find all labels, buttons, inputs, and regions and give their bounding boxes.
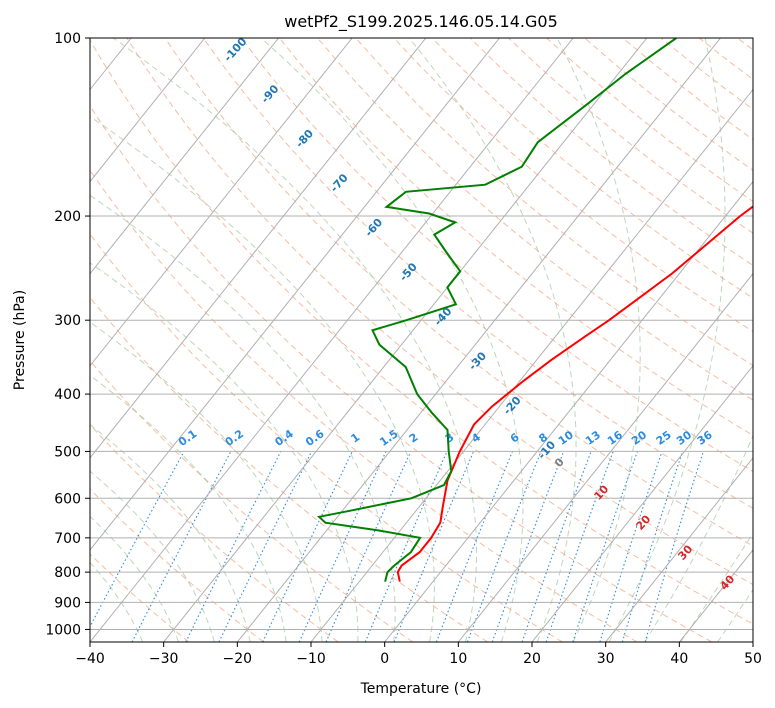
- y-tick-label: 600: [54, 491, 81, 507]
- x-tick-label: 0: [380, 651, 389, 667]
- y-tick-label: 100: [54, 31, 81, 47]
- x-tick-label: −40: [75, 651, 105, 667]
- isotherm-gridline: [90, 38, 500, 551]
- plot-area: -100-90-80-70-60-50-40-30-20-100.1 0.2 0.4…: [90, 38, 753, 642]
- x-tick-label: −20: [223, 651, 253, 667]
- y-tick-label: 400: [54, 387, 81, 403]
- isotherm-gridline: [90, 38, 353, 367]
- mixing-ratio-line: [621, 451, 684, 642]
- y-tick-label: 200: [54, 209, 81, 225]
- dry-adiabat: [317, 38, 753, 401]
- y-tick-label: 700: [54, 531, 81, 547]
- dry-adiabat: [90, 39, 753, 625]
- x-axis: −40 −30 −20 −10 0 10 20 30 40 50: [75, 642, 762, 667]
- mixing-ratio-line: [521, 451, 592, 642]
- isotherm-gridline: [236, 38, 721, 642]
- mixing-ratio-line: [545, 451, 614, 642]
- y-tick-label: 500: [54, 444, 81, 460]
- isotherm-gridline: [90, 38, 427, 459]
- isotherm-gridline: [310, 88, 753, 642]
- moist-adiabat: [90, 194, 396, 642]
- moist-adiabat: [90, 374, 287, 642]
- chart-title: wetPf2_S199.2025.146.05.14.G05: [284, 12, 558, 32]
- mixing-ratio-line: [491, 451, 565, 642]
- y-axis: 100 200 300 400 500 600 700 800 900 1000: [45, 31, 90, 638]
- dry-adiabat: [393, 38, 753, 333]
- dry-adiabat: [355, 38, 753, 367]
- isotherm-gridline: [163, 38, 648, 642]
- dry-adiabat: [90, 233, 563, 642]
- x-tick-label: −10: [296, 651, 326, 667]
- x-tick-label: 20: [523, 651, 541, 667]
- mixing-ratio-line: [364, 451, 448, 642]
- x-tick-label: 10: [449, 651, 467, 667]
- x-tick-label: 30: [597, 651, 615, 667]
- mixing-ratio-line: [572, 451, 638, 642]
- dry-adiabats: [90, 38, 753, 642]
- mixing-ratio-line: [466, 451, 542, 642]
- y-tick-label: 900: [54, 595, 81, 611]
- moist-adiabat: [608, 38, 726, 642]
- moist-adiabat: [90, 424, 251, 642]
- isotherm-gridline: [384, 180, 753, 642]
- moist-adiabat: [113, 38, 477, 642]
- x-axis-label: Temperature (°C): [360, 681, 482, 697]
- y-tick-label: 1000: [45, 622, 81, 638]
- dry-adiabat: [90, 423, 339, 642]
- isotherm-gridline: [90, 38, 574, 642]
- isotherm-gridline: [457, 272, 753, 642]
- moist-adiabat: [90, 115, 435, 642]
- moist-adiabat: [90, 321, 323, 642]
- y-tick-label: 800: [54, 565, 81, 581]
- mixing-ratio-line: [599, 451, 663, 642]
- moist-adiabat: [680, 531, 753, 642]
- dewpoint-line: [316, 38, 677, 582]
- y-tick-label: 300: [54, 313, 81, 329]
- plot-frame: [89, 37, 754, 643]
- moist-adiabat: [90, 262, 359, 642]
- dry-adiabat: [90, 553, 190, 642]
- moist-adiabat: [717, 588, 753, 642]
- profile-series: [316, 38, 753, 582]
- moist-adiabats: [90, 38, 753, 642]
- dry-adiabat: [90, 296, 488, 642]
- mixing-ratio-line: [185, 451, 282, 642]
- moist-adiabat: [408, 38, 577, 642]
- mixing-ratio-line: [90, 451, 185, 628]
- x-tick-label: −30: [149, 651, 179, 667]
- isotherm-gridline: [531, 364, 753, 642]
- dry-adiabat: [126, 38, 753, 586]
- dry-adiabat: [164, 38, 753, 547]
- dry-adiabat: [90, 105, 712, 642]
- x-tick-label: 40: [670, 651, 688, 667]
- isotherm-gridline: [605, 457, 753, 642]
- mixing-ratio-line: [435, 451, 514, 642]
- isotherm-gridline: [90, 38, 279, 275]
- moist-adiabat: [260, 38, 524, 642]
- moist-adiabat: [556, 38, 641, 642]
- x-tick-label: 50: [744, 651, 762, 667]
- isotherm-gridline: [90, 38, 206, 183]
- dry-adiabat: [202, 38, 753, 509]
- moist-adiabat: [90, 470, 215, 642]
- temperature-line: [396, 205, 753, 582]
- y-axis-label: Pressure (hPa): [12, 290, 28, 390]
- dry-adiabat: [90, 169, 638, 642]
- mixing-ratio-line: [325, 451, 412, 642]
- skewed-isotherms: [90, 38, 753, 642]
